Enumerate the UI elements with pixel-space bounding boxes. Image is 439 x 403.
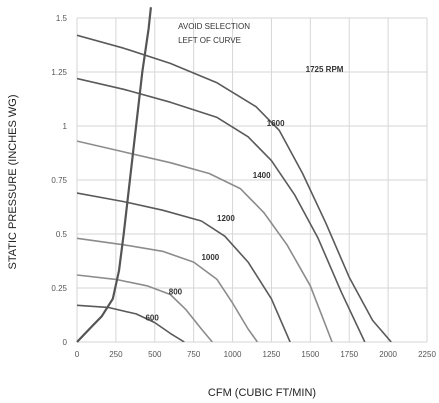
annotation-line-2: LEFT OF CURVE [178, 36, 241, 45]
annotation-line-1: AVOID SELECTION [178, 22, 250, 31]
x-tick-label-0: 0 [75, 350, 80, 359]
selection-boundary [77, 7, 151, 342]
curve-label-0: 1725 RPM [306, 65, 344, 74]
curve-label-3: 1200 [217, 214, 235, 223]
y-tick-label-6: 1.5 [56, 14, 68, 23]
x-tick-label-5: 1250 [263, 350, 281, 359]
x-tick-label-6: 1500 [301, 350, 319, 359]
y-tick-label-2: 0.5 [56, 230, 68, 239]
y-tick-label-5: 1.25 [51, 68, 67, 77]
x-tick-label-3: 750 [187, 350, 201, 359]
curve-800 [77, 275, 212, 342]
x-axis-title: CFM (CUBIC FT/MIN) [208, 387, 316, 399]
selection-curve [77, 7, 151, 342]
curve-label-2: 1400 [253, 171, 271, 180]
x-tick-label-8: 2000 [379, 350, 397, 359]
x-tick-label-7: 1750 [340, 350, 358, 359]
curve-1200 [77, 193, 290, 342]
x-tick-label-1: 250 [109, 350, 123, 359]
y-axis-title: STATIC PRESSURE (INCHES WG) [7, 95, 19, 270]
curve-label-6: 600 [145, 313, 159, 322]
y-tick-label-0: 0 [63, 338, 68, 347]
curve-1400 [77, 141, 332, 342]
x-tick-label-9: 2250 [418, 350, 436, 359]
curve-label-1: 1600 [267, 119, 285, 128]
curve-1600 [77, 79, 365, 343]
x-tick-label-4: 1000 [224, 350, 242, 359]
curve-label-5: 800 [169, 287, 183, 296]
y-tick-label-1: 0.25 [51, 284, 67, 293]
x-tick-label-2: 500 [148, 350, 162, 359]
curve-1725-rpm [77, 35, 391, 342]
y-tick-label-4: 1 [63, 122, 68, 131]
rpm-curves [77, 35, 391, 342]
y-tick-label-3: 0.75 [51, 176, 67, 185]
curve-1000 [77, 238, 257, 342]
curve-label-4: 1000 [201, 253, 219, 262]
